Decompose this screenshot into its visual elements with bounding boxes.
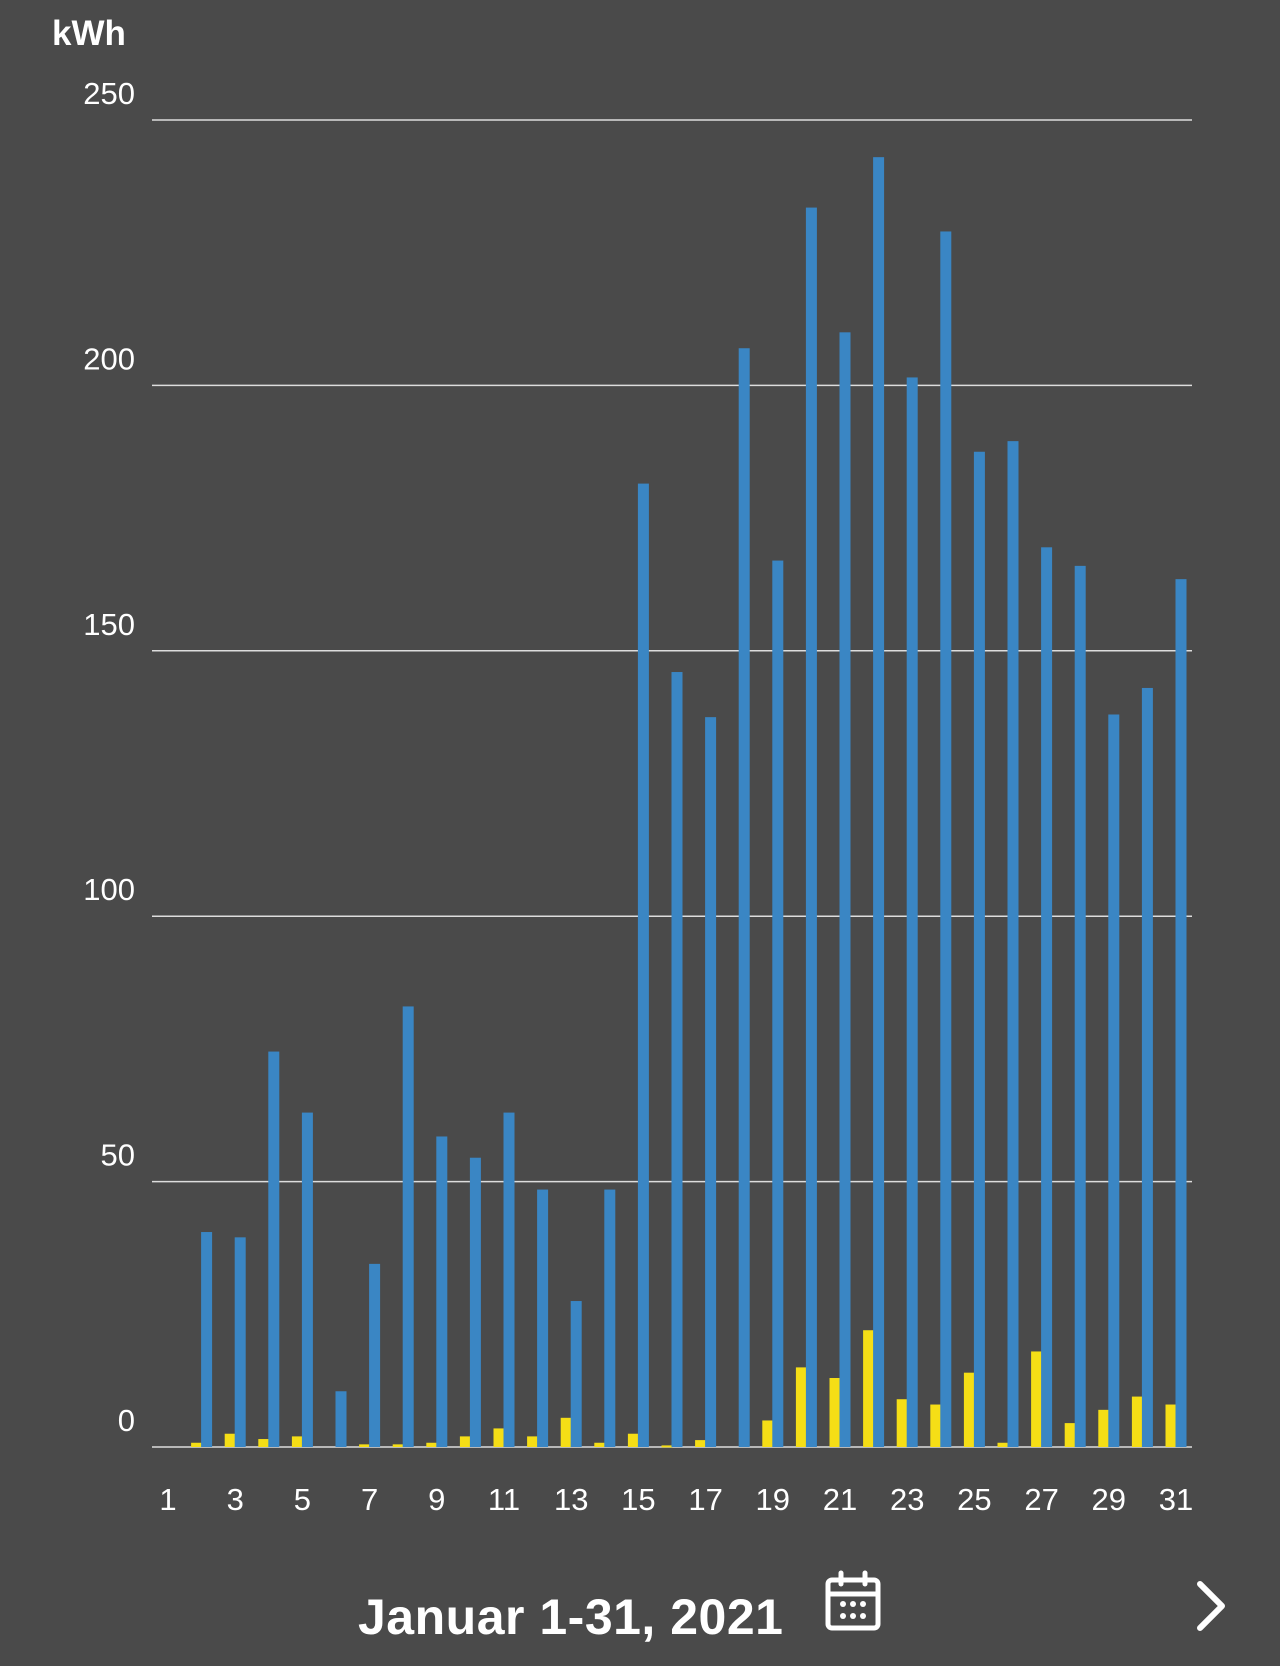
bar-secondary-day-9 (426, 1442, 438, 1447)
bar-primary-day-18 (738, 348, 750, 1447)
bar-primary-day-17 (705, 717, 717, 1447)
bar-primary-day-9 (436, 1136, 448, 1447)
bar-primary-day-22 (873, 157, 885, 1447)
bar-primary-day-20 (805, 207, 817, 1447)
x-tick-label: 17 (688, 1482, 722, 1517)
y-tick-label: 250 (83, 76, 135, 111)
x-tick-label: 7 (361, 1482, 378, 1517)
bar-primary-day-16 (671, 672, 683, 1447)
date-navigation-bar: Januar 1-31, 2021 (0, 1540, 1280, 1666)
bar-secondary-day-25 (963, 1372, 975, 1447)
bar-primary-day-12 (537, 1189, 549, 1447)
x-tick-label: 1 (159, 1482, 176, 1517)
x-tick-label: 31 (1159, 1482, 1193, 1517)
bar-primary-day-4 (268, 1051, 280, 1447)
calendar-button[interactable] (823, 1570, 887, 1634)
bar-primary-day-24 (940, 231, 952, 1447)
x-tick-label: 23 (890, 1482, 924, 1517)
bar-primary-day-31 (1175, 579, 1187, 1447)
bar-secondary-day-22 (863, 1330, 875, 1447)
bar-primary-day-30 (1141, 687, 1153, 1447)
bar-primary-day-2 (201, 1232, 213, 1447)
bar-secondary-day-13 (560, 1417, 572, 1447)
bar-primary-day-28 (1074, 565, 1086, 1447)
x-tick-label: 19 (756, 1482, 790, 1517)
bar-primary-day-19 (772, 560, 784, 1447)
bar-secondary-day-5 (291, 1436, 303, 1447)
x-tick-label: 29 (1092, 1482, 1126, 1517)
bar-primary-day-6 (335, 1391, 347, 1447)
bar-secondary-day-19 (762, 1420, 774, 1447)
bar-secondary-day-14 (594, 1442, 606, 1447)
chevron-right-icon (1197, 1581, 1225, 1631)
bar-primary-day-11 (503, 1112, 515, 1447)
bar-secondary-day-11 (493, 1428, 505, 1447)
x-tick-label: 11 (488, 1482, 520, 1517)
x-tick-label: 27 (1024, 1482, 1058, 1517)
y-tick-label: 50 (101, 1138, 135, 1173)
bar-secondary-day-31 (1165, 1404, 1177, 1447)
bar-secondary-day-16 (661, 1445, 673, 1448)
bar-secondary-day-7 (359, 1444, 371, 1447)
bar-primary-day-13 (570, 1301, 582, 1447)
bar-secondary-day-10 (459, 1436, 471, 1447)
bar-secondary-day-28 (1064, 1423, 1076, 1447)
date-range-label: Januar 1-31, 2021 (358, 1589, 784, 1645)
x-tick-label: 5 (294, 1482, 311, 1517)
x-tick-label: 25 (957, 1482, 991, 1517)
bar-primary-day-21 (839, 332, 851, 1447)
bar-secondary-day-2 (191, 1442, 203, 1447)
x-tick-label: 9 (428, 1482, 445, 1517)
bar-secondary-day-15 (627, 1433, 639, 1447)
calendar-icon (825, 1570, 881, 1631)
y-tick-label: 100 (83, 872, 135, 907)
bar-primary-day-8 (402, 1006, 414, 1447)
bar-secondary-day-8 (392, 1444, 404, 1447)
bar-secondary-day-20 (795, 1367, 807, 1447)
bar-secondary-day-30 (1131, 1396, 1143, 1447)
bar-primary-day-26 (1007, 441, 1019, 1447)
y-axis-unit-label: kWh (52, 14, 126, 53)
x-tick-label: 21 (823, 1482, 857, 1517)
bar-primary-day-23 (906, 377, 918, 1447)
bar-primary-day-5 (301, 1112, 313, 1447)
bar-secondary-day-12 (527, 1436, 539, 1447)
bar-secondary-day-21 (829, 1377, 841, 1447)
bar-secondary-day-24 (930, 1404, 942, 1447)
bar-primary-day-10 (469, 1157, 481, 1447)
x-tick-label: 15 (621, 1482, 655, 1517)
bar-primary-day-29 (1108, 714, 1120, 1447)
bar-secondary-day-23 (896, 1399, 908, 1447)
x-tick-label: 3 (227, 1482, 244, 1517)
bar-primary-day-15 (637, 483, 649, 1447)
y-tick-label: 0 (118, 1403, 135, 1438)
bar-secondary-day-17 (695, 1440, 707, 1447)
bar-primary-day-14 (604, 1189, 616, 1447)
bar-secondary-day-29 (1098, 1409, 1110, 1447)
bar-secondary-day-4 (258, 1439, 270, 1447)
bar-primary-day-27 (1041, 547, 1053, 1447)
bar-primary-day-25 (973, 451, 985, 1447)
bar-primary-day-3 (234, 1237, 246, 1447)
bar-secondary-day-27 (1031, 1351, 1043, 1447)
bar-secondary-day-3 (224, 1433, 236, 1447)
bar-secondary-day-26 (997, 1442, 1009, 1447)
y-tick-label: 150 (83, 607, 135, 642)
x-tick-label: 13 (554, 1482, 588, 1517)
next-period-button[interactable] (1180, 1576, 1244, 1640)
bar-primary-day-7 (369, 1263, 381, 1447)
y-tick-label: 200 (83, 341, 135, 376)
